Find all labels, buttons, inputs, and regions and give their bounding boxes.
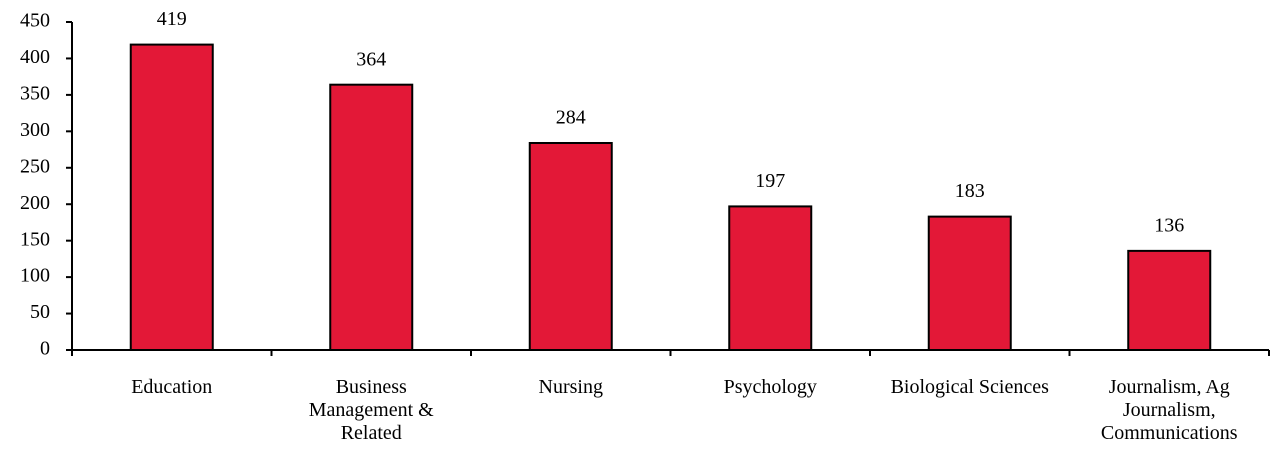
value-label: 364	[356, 48, 386, 70]
y-tick-label: 400	[20, 46, 50, 68]
x-tick-label: Education	[131, 376, 213, 398]
y-tick-label: 200	[20, 192, 50, 214]
y-tick-label: 300	[20, 119, 50, 141]
x-tick-label: Psychology	[723, 376, 817, 398]
value-label: 197	[755, 170, 785, 192]
y-tick-label: 100	[20, 265, 50, 287]
bar	[129, 43, 214, 352]
y-tick-label: 450	[20, 10, 50, 32]
y-tick-label: 50	[30, 301, 50, 323]
bar	[1127, 249, 1212, 351]
value-label: 284	[556, 107, 586, 129]
bar	[329, 83, 414, 351]
y-tick-label: 0	[40, 338, 50, 360]
x-tick-label: Business Management & Related	[308, 376, 434, 444]
bar	[728, 205, 813, 351]
x-tick-label: Nursing	[538, 376, 603, 398]
y-tick-label: 150	[20, 228, 50, 250]
y-tick-label: 250	[20, 155, 50, 177]
bar	[927, 215, 1012, 351]
value-label: 183	[955, 180, 985, 202]
x-tick-label: Journalism, Ag Journalism, Communication…	[1100, 376, 1238, 444]
y-tick-label: 350	[20, 82, 50, 104]
value-label: 419	[157, 8, 187, 30]
bar	[528, 141, 613, 351]
x-tick-label: Biological Sciences	[890, 376, 1049, 398]
value-label: 136	[1154, 214, 1184, 236]
